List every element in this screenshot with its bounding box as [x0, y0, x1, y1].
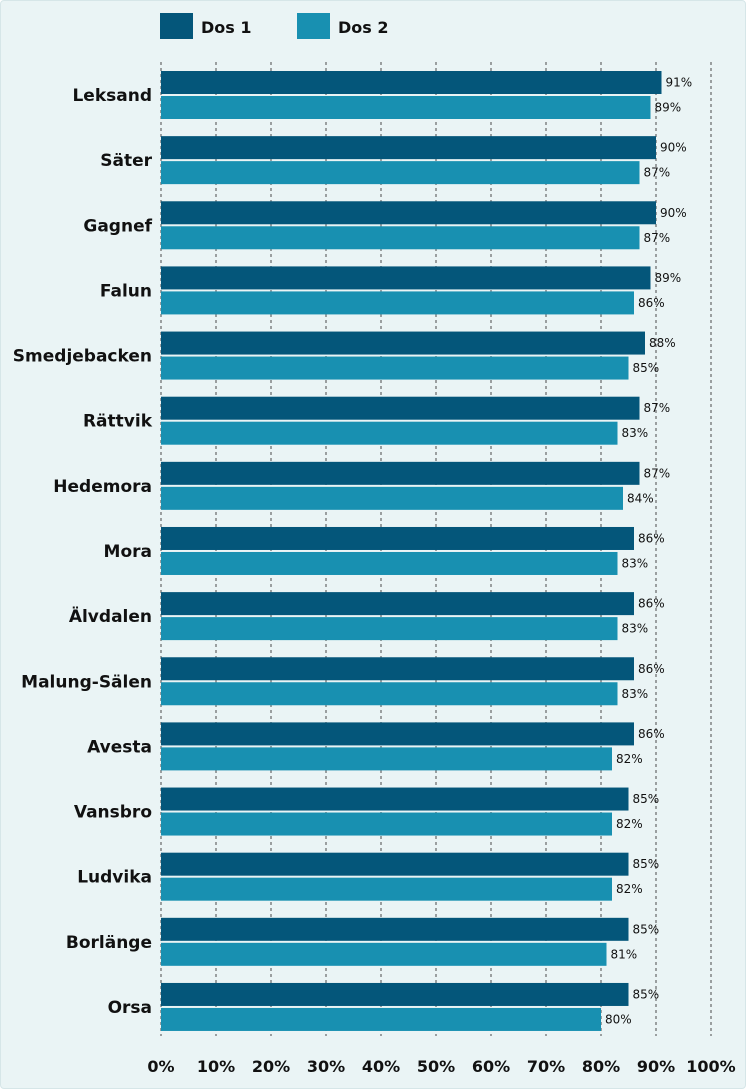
- data-label: 83%: [622, 556, 649, 570]
- bar: [161, 877, 612, 901]
- bar: [161, 396, 640, 420]
- data-label: 91%: [666, 76, 693, 90]
- bar: [161, 526, 634, 550]
- bar: [161, 486, 623, 510]
- category-label: Orsa: [108, 998, 152, 1018]
- data-label: 87%: [644, 401, 671, 415]
- data-label: 87%: [644, 166, 671, 180]
- legend-label: Dos 1: [201, 18, 252, 37]
- bar: [161, 291, 634, 315]
- bar: [161, 71, 662, 94]
- data-label: 86%: [638, 531, 665, 545]
- x-tick-label: 40%: [362, 1057, 400, 1076]
- legend-swatch: [297, 13, 330, 39]
- data-label: 84%: [627, 491, 654, 505]
- data-label: 90%: [660, 206, 687, 220]
- bar: [161, 657, 634, 681]
- category-label: Smedjebacken: [13, 347, 152, 367]
- data-label: 87%: [644, 231, 671, 245]
- data-label: 90%: [660, 141, 687, 155]
- data-label: 81%: [611, 947, 638, 961]
- category-label: Gagnef: [83, 216, 152, 236]
- bar: [161, 722, 634, 746]
- data-label: 83%: [622, 426, 649, 440]
- category-label: Borlänge: [66, 933, 152, 953]
- category-label: Avesta: [87, 737, 152, 757]
- data-label: 86%: [638, 662, 665, 676]
- data-label: 83%: [622, 622, 649, 636]
- data-label: 85%: [633, 857, 660, 871]
- legend-label: Dos 2: [338, 18, 389, 37]
- data-label: 85%: [633, 361, 660, 375]
- data-label: 88%: [649, 336, 676, 350]
- bar: [161, 96, 651, 119]
- bar: [161, 421, 618, 445]
- x-tick-label: 80%: [582, 1057, 620, 1076]
- category-label: Malung-Sälen: [21, 672, 152, 692]
- category-label: Hedemora: [53, 477, 152, 497]
- data-label: 85%: [633, 792, 660, 806]
- data-label: 87%: [644, 466, 671, 480]
- category-label: Älvdalen: [69, 605, 152, 627]
- bar: [161, 812, 612, 836]
- legend-swatch: [160, 13, 193, 39]
- data-label: 83%: [622, 687, 649, 701]
- bar: [161, 917, 629, 941]
- bar: [161, 226, 640, 250]
- data-label: 80%: [605, 1012, 632, 1026]
- bar: [161, 682, 618, 706]
- x-tick-label: 20%: [252, 1057, 290, 1076]
- bar: [161, 982, 629, 1006]
- x-tick-label: 0%: [147, 1057, 174, 1076]
- bar: [161, 356, 629, 380]
- category-label: Vansbro: [74, 803, 152, 823]
- category-label: Falun: [100, 281, 152, 301]
- x-tick-label: 10%: [197, 1057, 235, 1076]
- data-label: 89%: [655, 101, 682, 115]
- category-label: Mora: [104, 542, 152, 562]
- bar: [161, 551, 618, 575]
- bar: [161, 161, 640, 185]
- category-label: Rättvik: [83, 412, 153, 432]
- bar: [161, 331, 645, 355]
- data-label: 86%: [638, 296, 665, 310]
- bar: [161, 787, 629, 811]
- bar: [161, 617, 618, 641]
- data-label: 85%: [633, 987, 660, 1001]
- category-label: Leksand: [72, 86, 152, 106]
- x-tick-label: 50%: [417, 1057, 455, 1076]
- x-tick-label: 90%: [637, 1057, 675, 1076]
- bar: [161, 852, 629, 876]
- data-label: 86%: [638, 727, 665, 741]
- bar: [161, 266, 651, 290]
- x-tick-label: 100%: [686, 1057, 735, 1076]
- bar: [161, 136, 656, 160]
- category-label: Ludvika: [77, 868, 152, 888]
- data-label: 86%: [638, 597, 665, 611]
- bar: [161, 747, 612, 771]
- bar: [161, 461, 640, 485]
- bar: [161, 1007, 601, 1031]
- bar: [161, 592, 634, 616]
- data-label: 82%: [616, 817, 643, 831]
- data-label: 82%: [616, 752, 643, 766]
- x-tick-label: 30%: [307, 1057, 345, 1076]
- category-label: Säter: [100, 151, 152, 171]
- bar: [161, 201, 656, 225]
- data-label: 89%: [655, 271, 682, 285]
- bar: [161, 942, 607, 966]
- x-tick-label: 60%: [472, 1057, 510, 1076]
- data-label: 85%: [633, 922, 660, 936]
- data-label: 82%: [616, 882, 643, 896]
- x-tick-label: 70%: [527, 1057, 565, 1076]
